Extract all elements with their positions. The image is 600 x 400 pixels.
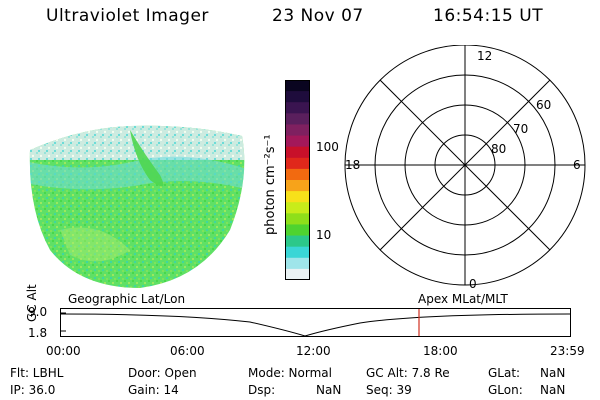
geo-label: Geographic Lat/Lon xyxy=(68,292,186,306)
y-tick-9-0: 9.0 xyxy=(28,305,48,319)
colorbar-tick-100: 100 xyxy=(316,140,339,154)
colorbar-stripe xyxy=(285,268,310,280)
timeline-chart xyxy=(60,308,571,337)
colorbar-stripe xyxy=(285,102,310,114)
colorbar-stripe xyxy=(285,202,310,214)
time-label: 16:54:15 UT xyxy=(433,6,544,26)
info-dsp-label: Dsp: xyxy=(248,383,276,397)
lat-label-70: 70 xyxy=(513,122,528,136)
colorbar-stripe xyxy=(285,257,310,270)
mlt-label-18: 18 xyxy=(345,158,360,172)
apex-label: Apex MLat/MLT xyxy=(418,292,508,306)
colorbar-stripe xyxy=(285,157,310,170)
date-label: 23 Nov 07 xyxy=(272,6,364,26)
info-glat-value: NaN xyxy=(540,366,566,380)
x-tick-06-00: 06:00 xyxy=(170,344,205,358)
colorbar-stripe xyxy=(285,146,310,159)
info-glon-value: NaN xyxy=(540,383,566,397)
app-title: Ultraviolet Imager xyxy=(46,6,209,26)
colorbar-stripe xyxy=(285,191,310,203)
uv-image xyxy=(29,125,245,289)
info-seq: Seq: 39 xyxy=(366,383,412,397)
polar-grid-plot: 12 6 0 18 60 70 80 xyxy=(344,45,586,290)
colorbar-stripe xyxy=(285,124,310,137)
info-gain: Gain: 14 xyxy=(128,383,179,397)
info-glon-label: GLon: xyxy=(488,383,523,397)
lat-label-80: 80 xyxy=(491,142,506,156)
colorbar-stripe xyxy=(285,224,310,237)
info-ip: IP: 36.0 xyxy=(10,383,56,397)
x-tick-23-59: 23:59 xyxy=(550,344,585,358)
info-flt: Flt: LBHL xyxy=(10,366,64,380)
info-door: Door: Open xyxy=(128,366,197,380)
info-glat-label: GLat: xyxy=(488,366,521,380)
mlt-label-12: 12 xyxy=(477,49,492,63)
y-tick-1-8: 1.8 xyxy=(28,326,48,340)
info-dsp-value: NaN xyxy=(316,383,342,397)
colorbar-stripe xyxy=(285,180,310,192)
colorbar xyxy=(285,80,310,280)
info-gcalt: GC Alt: 7.8 Re xyxy=(366,366,450,380)
info-mode: Mode: Normal xyxy=(248,366,332,380)
colorbar-stripe xyxy=(285,113,310,125)
colorbar-tick-10: 10 xyxy=(316,228,332,242)
lat-label-60: 60 xyxy=(536,98,551,112)
mlt-label-0: 0 xyxy=(469,277,477,290)
x-tick-00-00: 00:00 xyxy=(46,344,81,358)
mlt-label-6: 6 xyxy=(573,158,581,172)
colorbar-stripe xyxy=(285,135,310,148)
colorbar-stripe xyxy=(285,213,310,225)
x-tick-18-00: 18:00 xyxy=(423,344,458,358)
colorbar-stripe xyxy=(285,91,310,103)
x-tick-12-00: 12:00 xyxy=(296,344,331,358)
colorbar-stripe xyxy=(285,80,310,92)
colorbar-stripe xyxy=(285,246,310,259)
colorbar-stripe xyxy=(285,235,310,248)
colorbar-stripe xyxy=(285,168,310,181)
